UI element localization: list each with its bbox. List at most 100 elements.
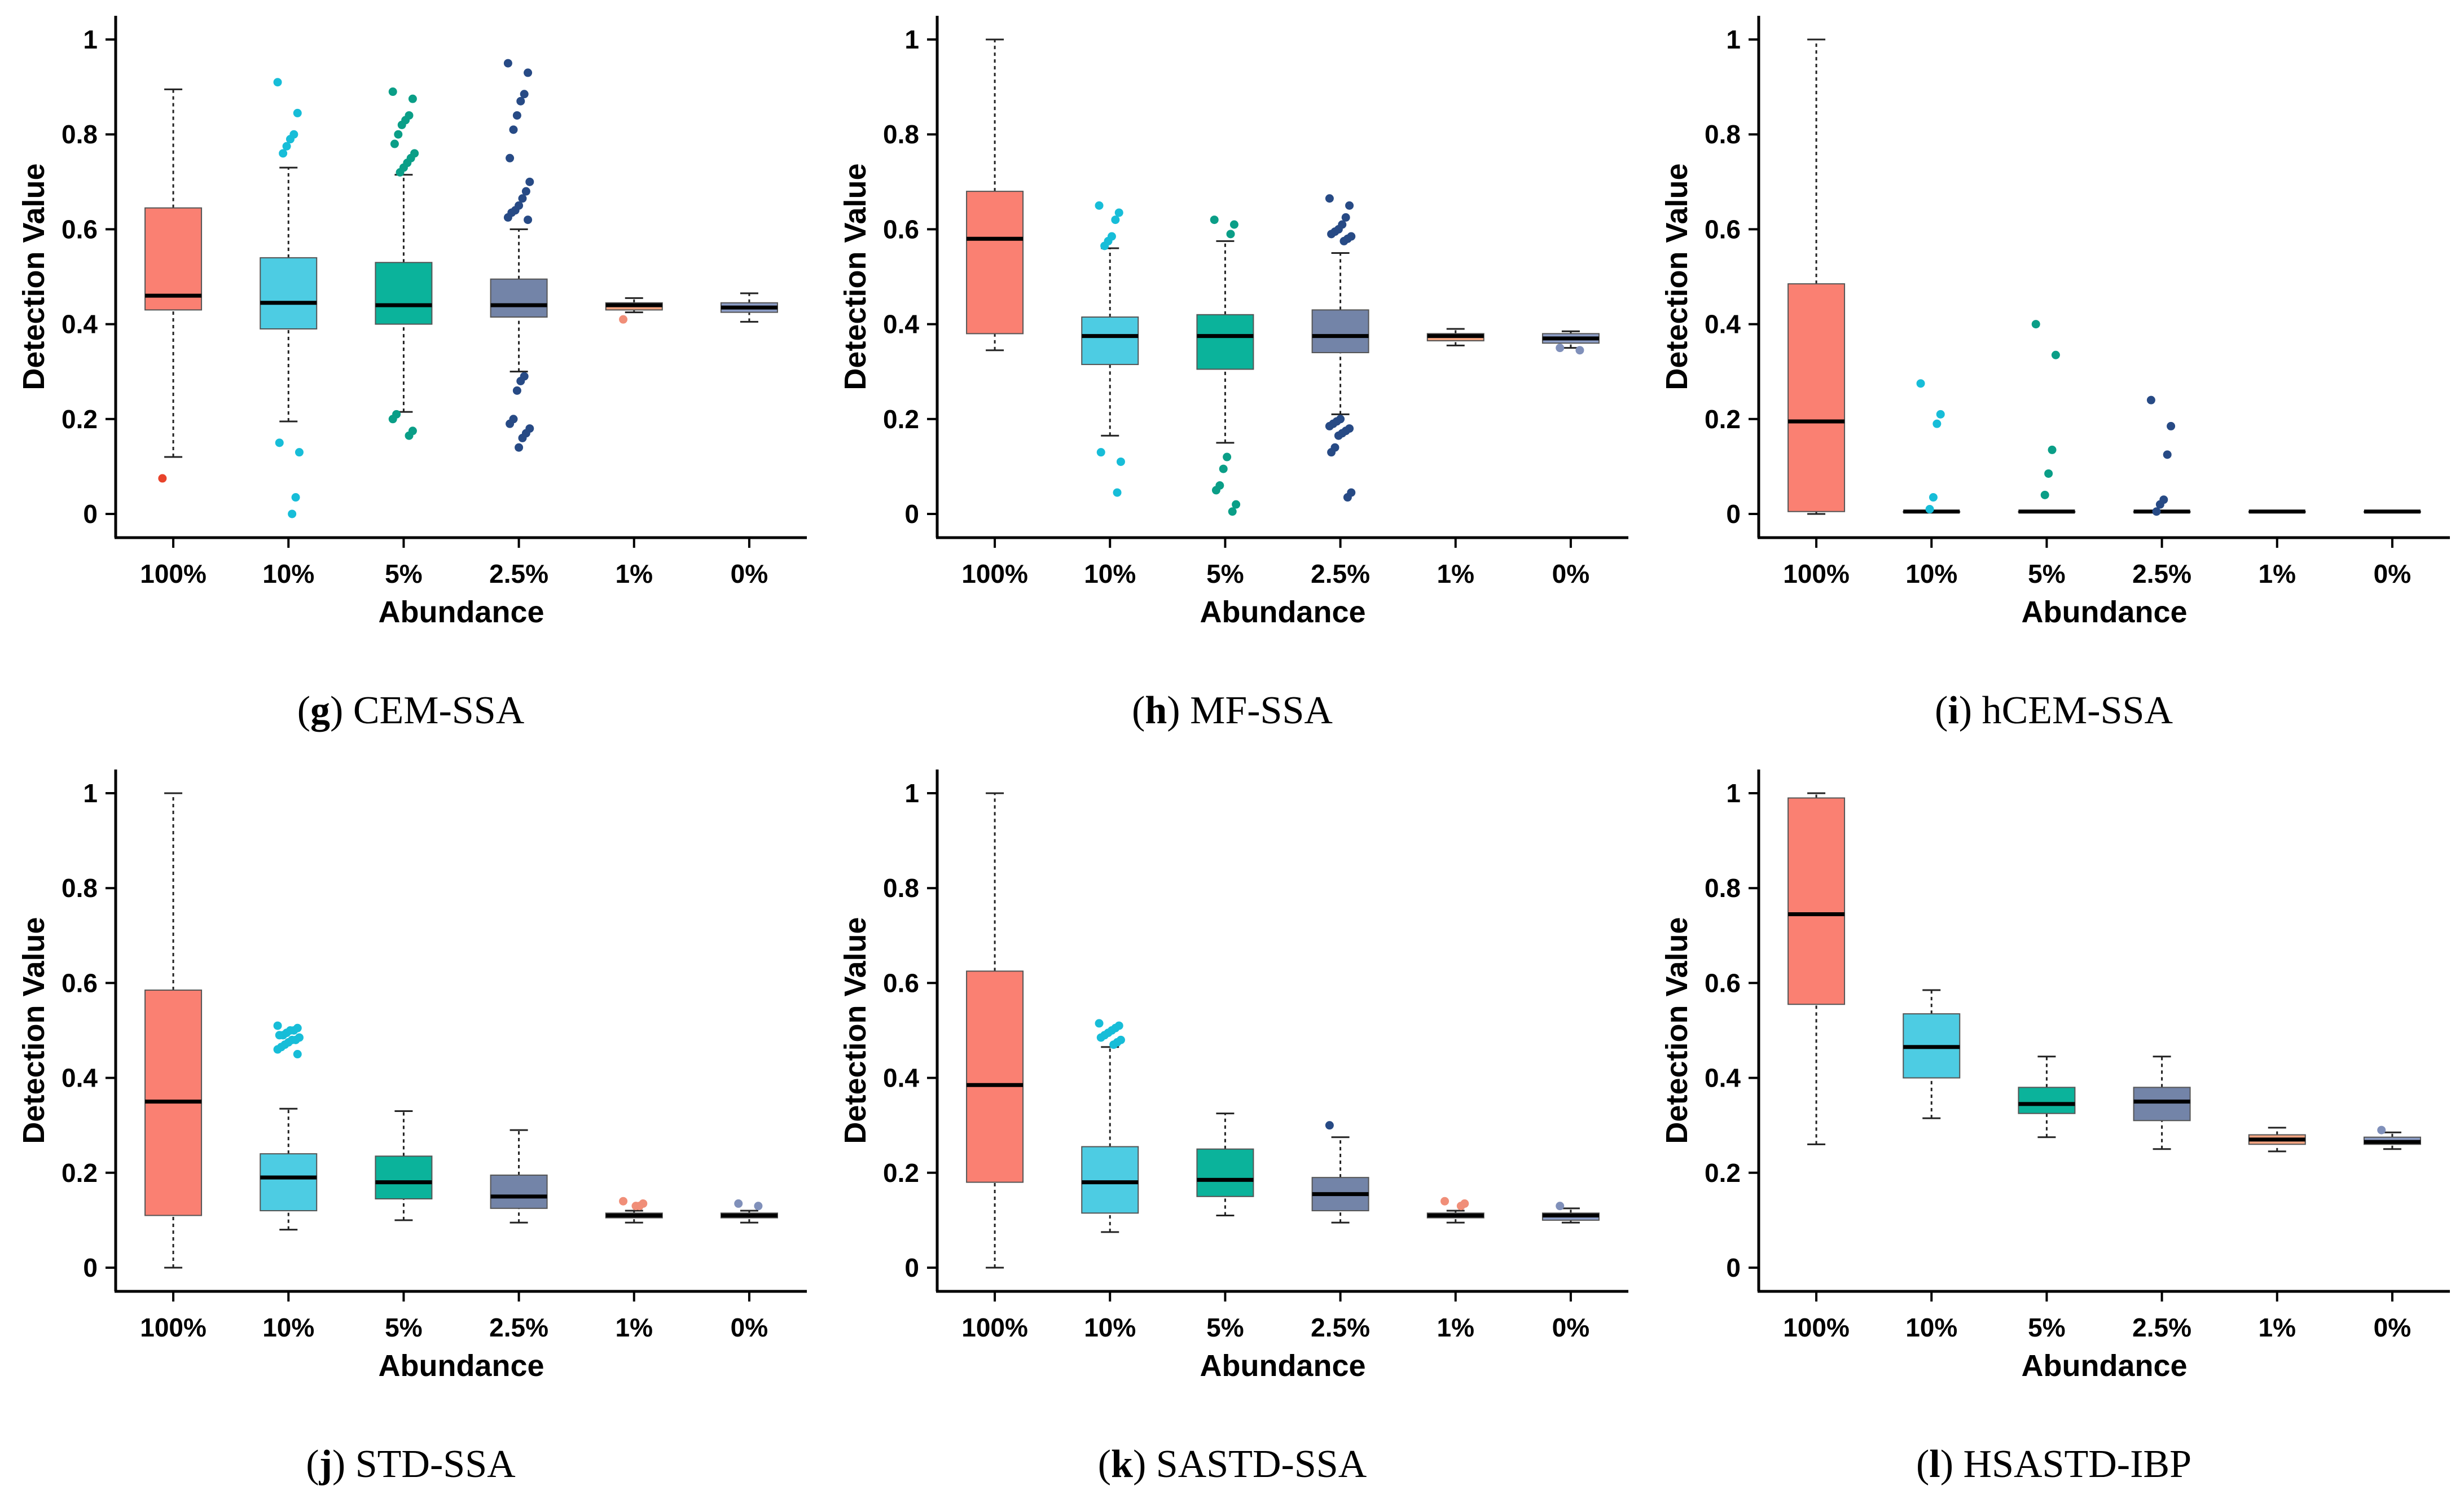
y-tick-label: 0.6 (883, 968, 919, 997)
box-group (1787, 792, 1846, 1145)
outlier-point (405, 431, 414, 440)
x-tick-label: 2.5% (2132, 1313, 2191, 1342)
x-tick-label: 2.5% (489, 559, 548, 588)
box-group (720, 292, 778, 323)
caption-paren-open: ( (1097, 1443, 1112, 1486)
caption-title: CEM-SSA (353, 689, 525, 732)
outlier-point (2152, 507, 2161, 516)
y-axis-title: Detection Value (838, 163, 872, 390)
box-group (1196, 1113, 1254, 1216)
caption-paren-close: ) (1940, 1443, 1964, 1486)
y-tick-label: 0.4 (883, 1063, 919, 1093)
outlier-point (1575, 346, 1584, 355)
outlier-point (273, 1045, 282, 1054)
box-group (966, 792, 1024, 1269)
box (144, 207, 203, 311)
y-tick-label: 0.2 (1705, 405, 1741, 434)
box-group (1426, 328, 1484, 346)
caption-paren-close: ) (1958, 689, 1982, 732)
outlier-point (1925, 505, 1934, 514)
outlier-point (1211, 486, 1220, 495)
outlier-point (2031, 320, 2040, 329)
outlier-point (1936, 410, 1945, 419)
y-tick-label: 0.4 (1705, 310, 1741, 339)
outlier-point (158, 474, 167, 483)
box (260, 257, 318, 330)
y-tick-label: 1 (83, 779, 98, 808)
caption-paren-close: ) (330, 689, 353, 732)
y-tick-label: 0.6 (883, 214, 919, 244)
x-tick-label: 10% (1905, 559, 1957, 588)
box-group (966, 38, 1024, 351)
box (966, 970, 1024, 1183)
box-group (1541, 1202, 1600, 1224)
y-tick-label: 0.6 (62, 968, 98, 997)
box-group (375, 1110, 433, 1221)
caption-paren-close: ) (1132, 1443, 1156, 1486)
caption-i: (i) hCEM-SSA (1643, 688, 2464, 733)
box-group (1903, 379, 1961, 514)
y-tick-label: 1 (1726, 779, 1741, 808)
outlier-point (734, 1199, 743, 1208)
outlier-point (515, 443, 524, 452)
outlier-point (1334, 431, 1343, 440)
x-tick-label: 100% (140, 1313, 207, 1342)
outlier-point (1327, 448, 1336, 457)
y-tick-label: 0.8 (1705, 120, 1741, 149)
x-tick-label: 1% (1437, 559, 1474, 588)
outlier-point (1232, 500, 1241, 509)
outlier-point (2040, 490, 2049, 499)
panel-l: 0 0.2 0.4 0.6 0.8 1 100% 10% 5% 2.5% 1% 0% Abundance… (1660, 770, 2450, 1383)
x-tick-label: 10% (1084, 559, 1136, 588)
x-tick-label: 0% (731, 559, 768, 588)
box-group (1903, 989, 1961, 1119)
caption-paren-open: ( (1916, 1443, 1930, 1486)
x-tick-label: 1% (616, 559, 653, 588)
y-tick-label: 0.2 (883, 405, 919, 434)
outlier-point (293, 108, 302, 117)
x-tick-label: 100% (140, 559, 207, 588)
box (1787, 797, 1846, 1005)
outlier-point (1325, 1121, 1334, 1130)
y-axis-title: Detection Value (17, 917, 51, 1144)
outlier-point (2377, 1125, 2386, 1135)
x-tick-label: 100% (961, 1313, 1028, 1342)
outlier-point (631, 1202, 640, 1211)
outlier-point (524, 216, 533, 225)
box-group (144, 88, 203, 483)
outlier-point (2048, 445, 2057, 454)
x-tick-label: 100% (1783, 559, 1850, 588)
outlier-point (619, 315, 628, 324)
box-group (490, 1129, 548, 1224)
outlier-point (2167, 421, 2176, 430)
x-tick-label: 1% (616, 1313, 653, 1342)
y-tick-label: 0.8 (883, 873, 919, 903)
box-group (490, 59, 548, 452)
box (966, 191, 1024, 335)
box (1787, 283, 1846, 512)
x-tick-label: 10% (262, 559, 314, 588)
caption-paren-open: ( (297, 689, 311, 732)
outlier-point (509, 125, 518, 134)
outlier-point (503, 213, 512, 222)
outlier-point (1345, 201, 1354, 210)
outlier-point (1116, 457, 1125, 466)
box-group (2248, 1127, 2306, 1153)
x-tick-label: 1% (2259, 559, 2296, 588)
panel-i: 0 0.2 0.4 0.6 0.8 1 100% 10% 5% 2.5% 1% 0% Abundance… (1660, 16, 2450, 629)
caption-k: (k) SASTD-SSA (822, 1442, 1643, 1487)
outlier-point (2044, 469, 2053, 478)
panel-h: 0 0.2 0.4 0.6 0.8 1 100% 10% 5% 2.5% 1% 0% Abundance… (838, 16, 1628, 629)
y-tick-label: 0 (904, 1253, 919, 1282)
y-axis-title: Detection Value (17, 163, 51, 390)
caption-g: (g) CEM-SSA (0, 688, 822, 733)
outlier-point (619, 1197, 628, 1206)
outlier-point (408, 94, 417, 103)
y-tick-label: 0.2 (62, 405, 98, 434)
y-axis-title: Detection Value (1660, 917, 1694, 1144)
box-group (2363, 1125, 2421, 1150)
outlier-point (2163, 450, 2172, 459)
x-tick-label: 0% (1552, 559, 1589, 588)
box-group (1541, 330, 1600, 355)
outlier-point (1210, 216, 1219, 225)
